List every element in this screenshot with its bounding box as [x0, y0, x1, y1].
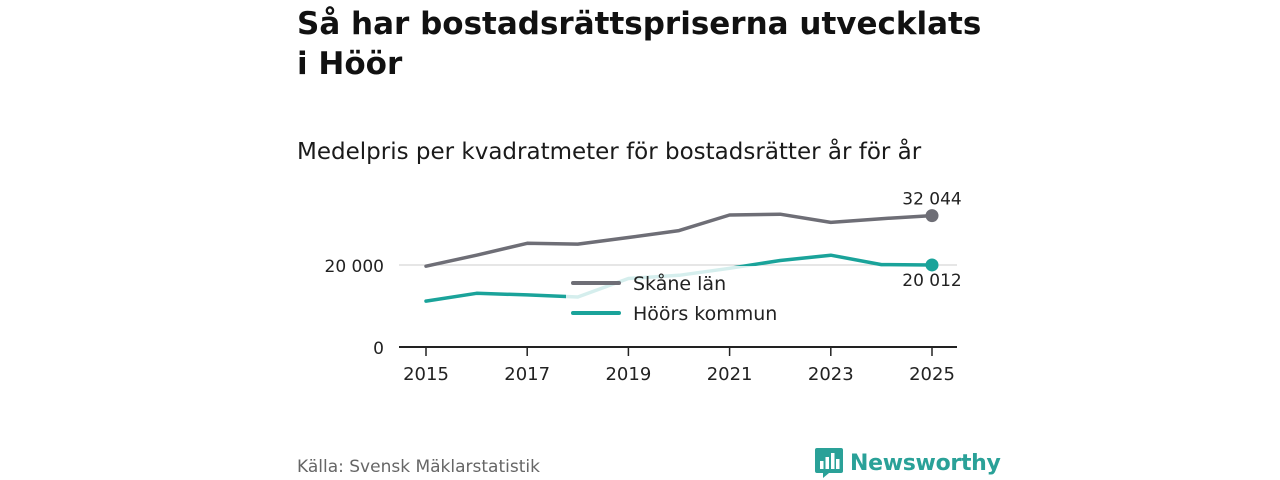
y-tick-label: 20 000	[325, 257, 384, 277]
line-chart: 0 20 000 2015 2017 2019 2021 2023 2025 Skåne l…	[325, 190, 962, 385]
end-point-skane	[925, 209, 939, 223]
legend-background	[566, 266, 790, 328]
end-label-hoor: 20 012	[902, 271, 961, 291]
source-note: Källa: Svensk Mäklarstatistik	[297, 457, 540, 477]
newsworthy-icon	[815, 448, 843, 478]
y-axis-ticks: 0 20 000	[325, 257, 384, 359]
brand-name: Newsworthy	[850, 450, 1001, 476]
chart-subtitle: Medelpris per kvadratmeter för bostadsrä…	[297, 139, 922, 165]
legend: Skåne län Höörs kommun	[566, 266, 790, 328]
legend-label-hoor: Höörs kommun	[633, 303, 777, 325]
y-tick-label: 0	[373, 339, 384, 359]
x-tick-label: 2017	[504, 364, 550, 385]
x-axis-ticks: 2015 2017 2019 2021 2023 2025	[403, 347, 955, 385]
series-line-skane	[424, 212, 934, 268]
legend-label-skane: Skåne län	[633, 272, 726, 295]
end-point-hoor	[925, 258, 939, 272]
chart-title: Så har bostadsrättspriserna utvecklats i…	[297, 6, 982, 82]
x-tick-label: 2023	[808, 364, 854, 385]
end-label-skane: 32 044	[902, 190, 961, 210]
newsworthy-logo: Newsworthy	[814, 446, 1001, 480]
x-tick-label: 2025	[909, 364, 955, 385]
x-tick-label: 2021	[707, 364, 753, 385]
x-tick-label: 2015	[403, 364, 449, 385]
end-labels: 32 044 20 012	[902, 190, 961, 291]
x-tick-label: 2019	[605, 364, 651, 385]
